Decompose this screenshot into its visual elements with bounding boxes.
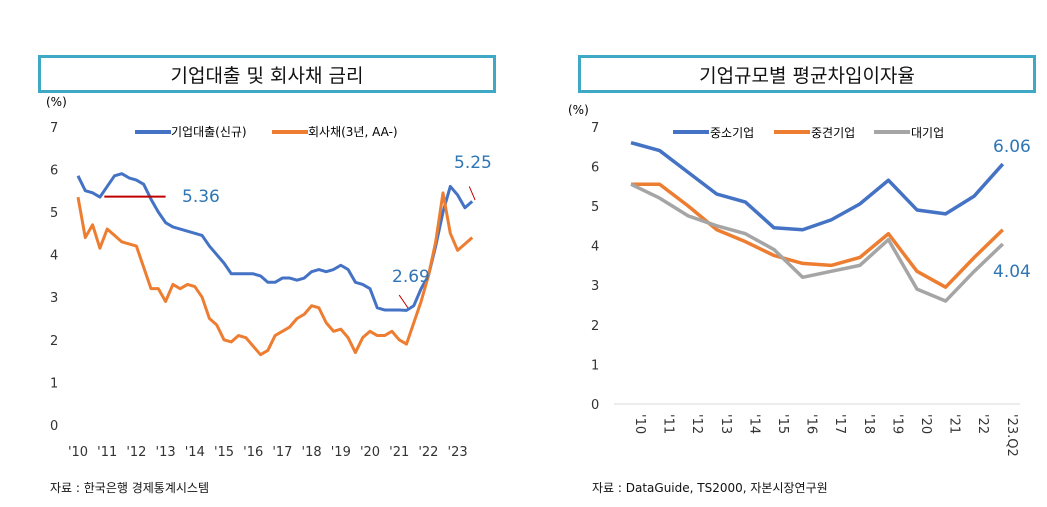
x-tick-label: '19 xyxy=(331,445,351,460)
series-line-1 xyxy=(630,140,1005,232)
x-tick-label: '17 xyxy=(272,445,292,460)
x-tick-label: '19 xyxy=(889,414,904,434)
x-tick-label: '23.Q2 xyxy=(1004,414,1019,457)
x-tick-label: '12 xyxy=(689,414,704,434)
x-tick-label: '23 xyxy=(448,445,468,460)
y-tick-label: 7 xyxy=(591,121,599,136)
right-chart-title: 기업규모별 평균차입이자율 xyxy=(578,55,1036,93)
x-tick-label: '16 xyxy=(804,414,819,434)
x-tick-label: '20 xyxy=(918,414,933,434)
y-tick-label: 5 xyxy=(50,206,58,221)
x-tick-label: '16 xyxy=(243,445,263,460)
y-axis-unit: (%) xyxy=(46,95,67,109)
x-tick-label: '12 xyxy=(126,445,146,460)
y-tick-label: 2 xyxy=(50,334,58,349)
x-tick-label: '21 xyxy=(947,414,962,434)
y-tick-label: 6 xyxy=(591,160,599,175)
legend-label: 대기업 xyxy=(911,126,944,140)
annotation-label: 6.06 xyxy=(993,137,1031,157)
annotation-tick xyxy=(468,186,476,201)
right-source: 자료 : DataGuide, TS2000, 자본시장연구원 xyxy=(592,481,828,495)
left-source: 자료 : 한국은행 경제통계시스템 xyxy=(50,481,210,495)
x-tick-label: '14 xyxy=(746,414,761,434)
y-tick-label: 4 xyxy=(591,240,599,255)
x-tick-label: '18 xyxy=(861,414,876,434)
y-tick-label: 4 xyxy=(50,249,58,264)
x-tick-label: '13 xyxy=(156,445,176,460)
series-line-2 xyxy=(76,191,474,357)
x-tick-label: '11 xyxy=(661,414,676,434)
series-line-2 xyxy=(631,182,1005,289)
y-axis-unit: (%) xyxy=(568,103,589,117)
annotation-label: 5.36 xyxy=(182,187,220,207)
x-tick-label: '10 xyxy=(68,445,88,460)
x-tick-label: '18 xyxy=(302,445,322,460)
series-line-3 xyxy=(630,182,1005,303)
y-tick-label: 2 xyxy=(591,319,599,334)
x-tick-label: '22 xyxy=(975,414,990,434)
x-tick-label: '15 xyxy=(214,445,234,460)
y-tick-label: 3 xyxy=(591,279,599,294)
x-tick-label: '11 xyxy=(97,445,117,460)
annotation-label: 5.25 xyxy=(454,153,492,173)
y-tick-label: 3 xyxy=(50,291,58,306)
x-tick-label: '17 xyxy=(832,414,847,434)
y-tick-label: 6 xyxy=(50,163,58,178)
x-tick-label: '21 xyxy=(389,445,409,460)
x-tick-label: '13 xyxy=(718,414,733,434)
x-tick-label: '15 xyxy=(775,414,790,434)
left-chart-title: 기업대출 및 회사채 금리 xyxy=(38,55,496,93)
y-tick-label: 7 xyxy=(50,121,58,136)
legend-label: 중소기업 xyxy=(710,126,754,140)
annotation-tick xyxy=(398,294,409,309)
y-tick-label: 0 xyxy=(591,398,599,413)
x-tick-label: '10 xyxy=(632,414,647,434)
x-tick-label: '20 xyxy=(360,445,380,460)
legend-label: 회사채(3년, AA-) xyxy=(308,125,398,139)
legend-label: 기업대출(신규) xyxy=(171,125,247,139)
annotation-label: 4.04 xyxy=(993,262,1031,282)
y-tick-label: 1 xyxy=(50,376,58,391)
legend-label: 중견기업 xyxy=(811,126,855,140)
y-tick-label: 0 xyxy=(50,419,58,434)
x-tick-label: '14 xyxy=(185,445,205,460)
y-tick-label: 5 xyxy=(591,200,599,215)
x-tick-label: '22 xyxy=(418,445,438,460)
series-line-1 xyxy=(76,172,474,312)
y-tick-label: 1 xyxy=(591,358,599,373)
annotation-label: 2.69 xyxy=(392,267,430,287)
